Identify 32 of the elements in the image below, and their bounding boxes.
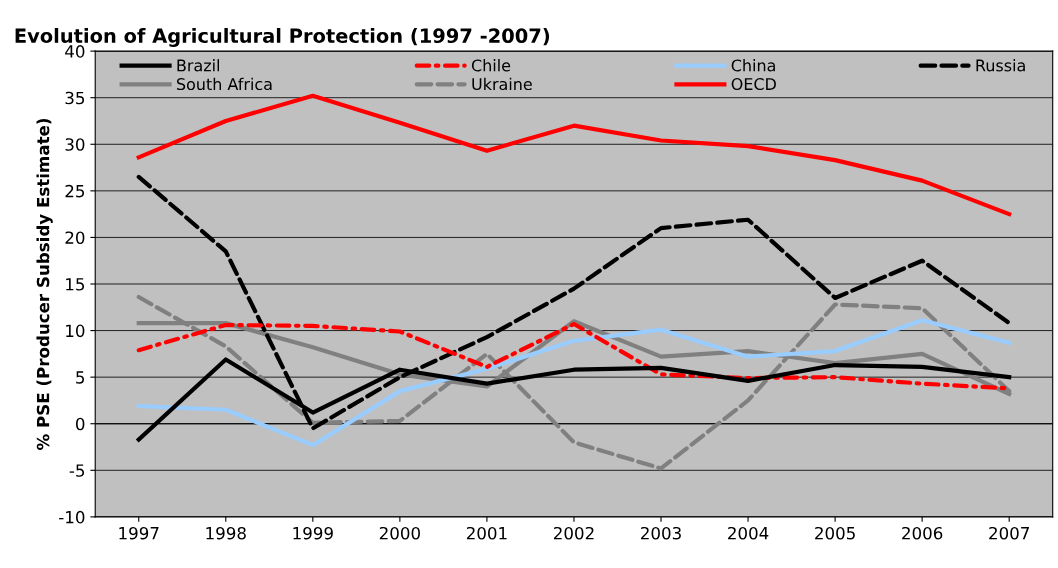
x-tick-label: 2000 [379,526,420,540]
legend-label: South Africa [176,77,272,91]
line-series [136,93,1012,217]
legend-label: Russia [976,59,1025,72]
x-tick-label: 2003 [641,526,681,540]
x-tick-label: 1999 [293,526,333,540]
x-tick-label: 2006 [902,526,943,540]
y-tick-label: 15 [66,278,85,291]
legend-label: Ukraine [472,77,532,91]
y-tick-label: 10 [66,324,85,338]
y-tick-label: -10 [59,510,85,524]
x-tick-label: 1997 [119,526,159,540]
y-tick-label: 20 [65,231,85,244]
legend-label: OECD [731,78,776,91]
x-tick-label: 2005 [815,526,855,540]
y-tick-label: -5 [69,464,85,477]
x-tick-label: 2007 [989,526,1029,540]
x-tick-label: 2001 [466,526,507,540]
x-tick-label: 1998 [206,526,246,540]
y-tick-label: 25 [65,184,85,198]
legend-label: Chile [471,59,511,72]
y-axis-title: % PSE (Producer Subsidy Estimate) [36,118,53,450]
x-tick-label: 2002 [553,526,594,540]
y-tick-label: 5 [76,371,85,384]
y-tick-label: 0 [75,417,85,431]
legend-label: Brazil [177,59,220,72]
y-tick-label: 35 [65,91,85,105]
x-tick-label: 2004 [728,526,769,540]
line-series [136,318,1012,448]
legend-label: China [731,59,775,72]
y-tick-label: 40 [65,45,85,58]
y-tick-label: 30 [65,138,85,151]
